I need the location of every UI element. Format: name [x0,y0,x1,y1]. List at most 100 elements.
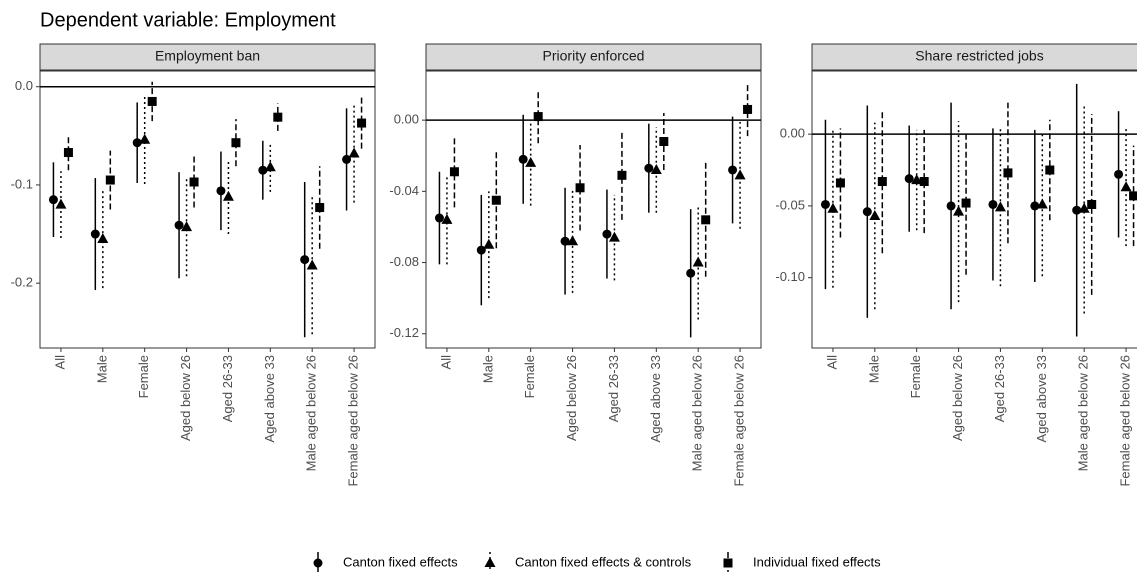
y-tick-label: -0.2 [11,275,33,290]
y-tick-label: -0.12 [389,325,419,340]
point [575,183,585,193]
point [306,259,318,270]
point [827,202,839,213]
point [1129,191,1137,201]
point [63,148,73,158]
point [300,255,310,265]
point [434,213,444,223]
panel-frame [811,70,1137,349]
point [139,133,151,144]
point [988,199,998,209]
y-tick-label: -0.1 [11,176,33,191]
panel-frame [425,70,762,349]
x-tick-label: Female [136,355,151,398]
point [723,558,733,568]
legend-key [723,558,733,568]
panel-title: Employment ban [155,48,260,64]
point [877,177,887,187]
point [258,165,268,175]
legend-label: Individual fixed effects [753,554,881,569]
point [273,112,283,122]
y-tick-label: -0.08 [389,254,419,269]
point [189,177,199,187]
x-tick-label: Male aged below 26 [304,355,319,471]
point [315,203,325,213]
x-tick-label: All [824,355,839,370]
point [48,195,58,205]
point [602,229,612,239]
x-tick-label: Female aged below 26 [732,355,747,487]
x-tick-label: Aged below 26 [950,355,965,441]
point [181,221,193,232]
legend-key [484,557,496,567]
point [441,213,453,224]
point [491,195,501,205]
x-tick-label: Aged 26-33 [992,355,1007,422]
x-tick-label: Aged above 33 [262,355,277,442]
y-tick-label: -0.04 [389,183,419,198]
point [692,256,704,267]
point [449,167,459,177]
point [650,163,662,174]
point [483,238,495,249]
point [222,190,234,201]
point [97,232,109,243]
point [734,169,746,180]
point [869,209,881,220]
point [348,147,360,158]
point [919,177,929,187]
point [953,205,965,216]
point [476,245,486,255]
y-tick-label: 0.00 [394,112,419,127]
point [90,229,100,239]
point [1078,202,1090,213]
point [1003,168,1013,178]
point [644,163,654,173]
point [560,236,570,246]
point [1036,198,1048,209]
point [147,96,157,106]
point [1072,205,1082,215]
y-tick-label: 0.00 [780,126,805,141]
legend-label: Canton fixed effects & controls [515,554,692,569]
point [1120,181,1132,192]
y-tick-label: 0.0 [15,78,33,93]
x-tick-label: Female [908,355,923,398]
point [1045,165,1055,175]
point [743,104,753,114]
point [264,161,276,172]
panel-title: Share restricted jobs [915,48,1043,64]
point [132,138,142,148]
x-tick-label: Male [94,355,109,383]
panel-strip [811,43,1137,71]
legend-key [313,558,323,568]
panel-strip [425,43,762,71]
point [961,198,971,208]
x-tick-label: All [438,355,453,370]
point [1030,201,1040,211]
point [994,201,1006,212]
y-tick-label: -0.05 [775,197,805,212]
point [617,170,627,180]
x-tick-label: Female aged below 26 [346,355,361,487]
point [231,138,241,148]
x-tick-label: Male [480,355,495,383]
point [518,154,528,164]
point [946,201,956,211]
x-tick-label: Aged above 33 [1034,355,1049,442]
point [911,174,923,185]
chart-title: Dependent variable: Employment [40,9,336,31]
point [533,112,543,122]
point [313,558,323,568]
x-tick-label: Aged below 26 [564,355,579,441]
point [105,175,115,185]
point [567,235,579,246]
point [608,231,620,242]
point [174,220,184,230]
y-tick-label: -0.10 [775,269,805,284]
point [55,198,67,209]
x-tick-label: Male aged below 26 [1076,355,1091,471]
panel-strip [39,43,376,71]
x-tick-label: Male aged below 26 [690,355,705,471]
